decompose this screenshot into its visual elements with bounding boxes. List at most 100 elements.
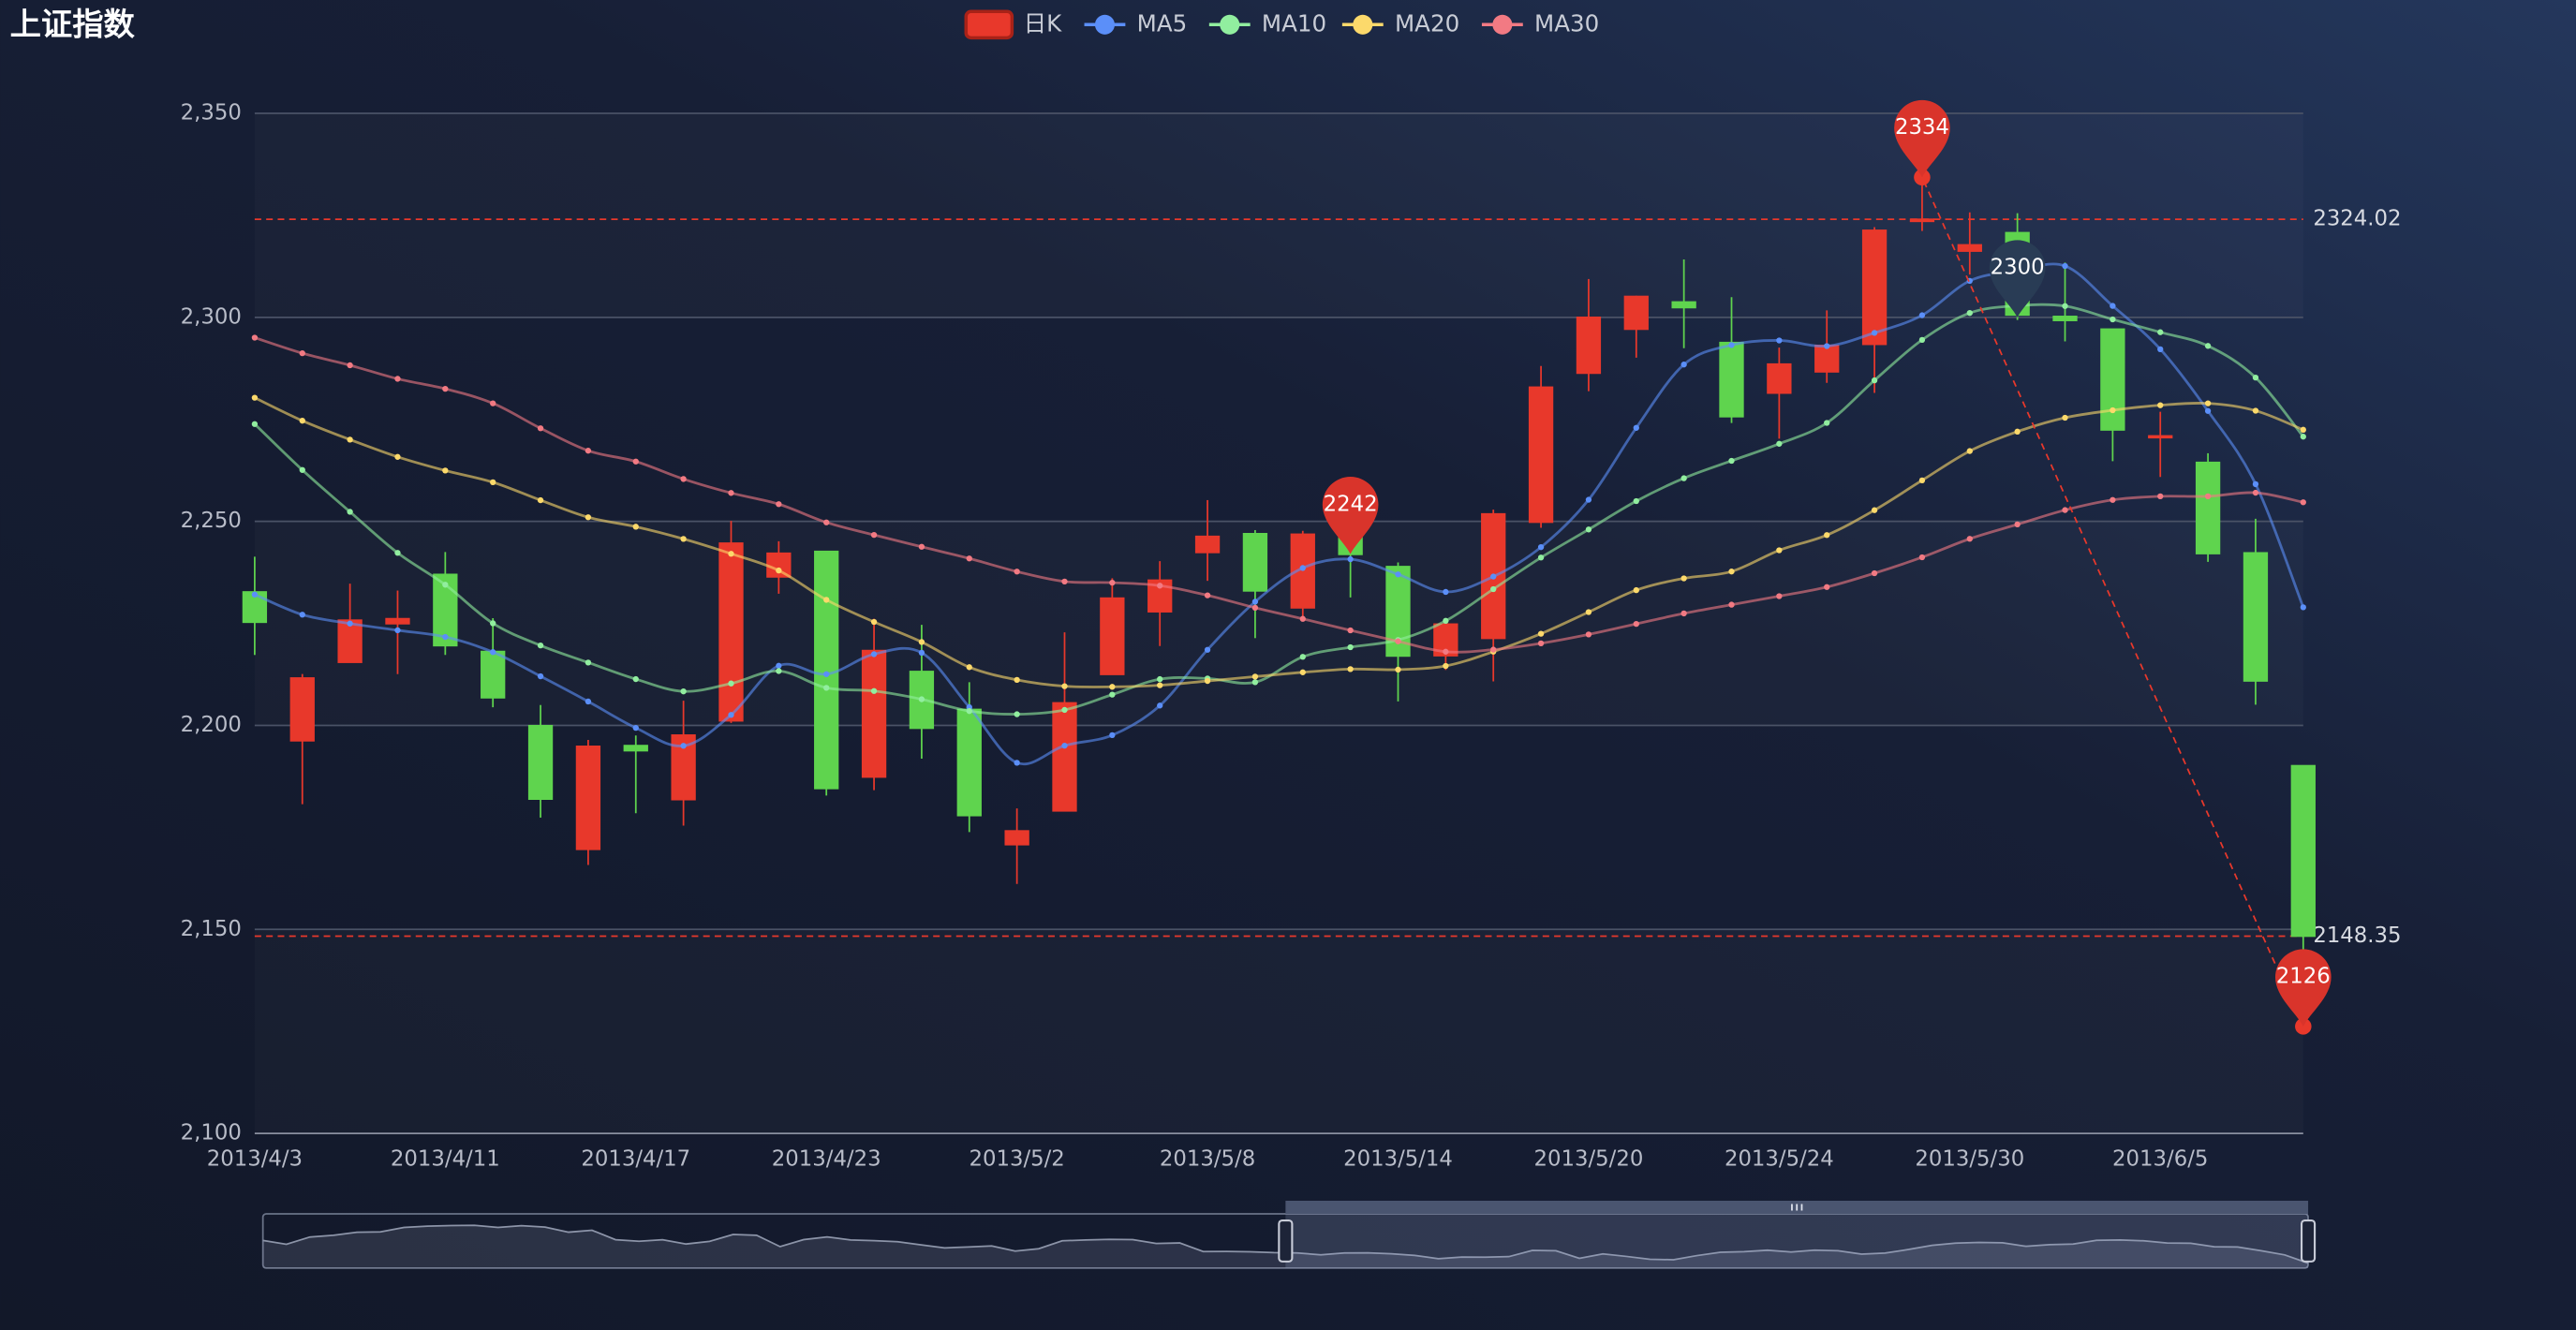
- legend-label: MA10: [1262, 9, 1326, 37]
- ma-point: [1109, 732, 1116, 739]
- ma-point: [585, 514, 592, 521]
- ma-point: [1299, 615, 1306, 622]
- ma-point: [1251, 598, 1259, 605]
- candle-body: [623, 745, 648, 752]
- ma-point: [2300, 499, 2306, 506]
- legend-item[interactable]: 日K: [964, 9, 1062, 40]
- y-tick-label: 2,150: [181, 917, 242, 941]
- zoom-area: [262, 1225, 2309, 1268]
- mark-point-label: 2334: [1895, 115, 1949, 140]
- legend-label: MA20: [1395, 9, 1459, 37]
- ma-point: [776, 662, 782, 669]
- ma-point: [1299, 669, 1306, 675]
- ma-point: [1680, 610, 1687, 617]
- x-tick-label: 2013/4/11: [391, 1147, 500, 1172]
- ma-point: [680, 688, 687, 695]
- ma-point: [1871, 569, 1878, 577]
- legend-item[interactable]: MA10: [1208, 9, 1326, 37]
- ma-point: [1347, 627, 1354, 634]
- candle-body: [385, 617, 410, 625]
- ma-point: [2300, 604, 2306, 611]
- split-area: [255, 522, 2303, 726]
- ma-point: [1776, 593, 1783, 599]
- ma-point: [1537, 544, 1545, 551]
- ma-point: [1061, 742, 1068, 749]
- ma-point: [347, 362, 353, 369]
- ma-point: [823, 597, 830, 603]
- ma-point: [1157, 675, 1163, 683]
- ma-point: [2204, 493, 2212, 500]
- ma-point: [1824, 532, 1830, 539]
- y-tick-label: 2,350: [181, 101, 242, 126]
- candle-body: [575, 746, 601, 850]
- ma-point: [1633, 620, 1639, 628]
- legend-label: MA30: [1534, 9, 1599, 37]
- ma-point: [632, 675, 639, 683]
- ma-point: [1824, 420, 1830, 426]
- ma-point: [1157, 583, 1163, 589]
- ma-point: [1680, 575, 1687, 582]
- ma-point: [537, 642, 544, 649]
- ma-point: [1871, 507, 1878, 513]
- candle-body: [1909, 218, 1935, 223]
- legend-item[interactable]: MA5: [1084, 9, 1188, 37]
- candle-body: [1671, 301, 1696, 309]
- ma-point: [1871, 330, 1878, 336]
- ma-point: [585, 659, 592, 666]
- candle-body: [1194, 535, 1221, 554]
- ma-point: [442, 467, 449, 474]
- mark-line-label: 2148.35: [2313, 924, 2401, 948]
- ma-point: [1443, 588, 1449, 596]
- legend-item[interactable]: MA20: [1341, 9, 1459, 37]
- ma-point: [1061, 683, 1068, 689]
- legend-icon: [1220, 14, 1240, 35]
- legend-item[interactable]: MA30: [1481, 9, 1599, 37]
- ma-point: [776, 501, 782, 508]
- ma-point: [299, 612, 305, 618]
- ma-point: [2252, 480, 2259, 488]
- ma-point: [680, 743, 687, 749]
- ma-point: [1157, 702, 1163, 709]
- ma-point: [1014, 569, 1020, 575]
- candle-body: [1719, 341, 1744, 418]
- ma-point: [1490, 646, 1497, 653]
- ma-point: [347, 509, 353, 515]
- ma-point: [728, 490, 734, 496]
- ma-point: [2252, 374, 2259, 381]
- ma-point: [918, 543, 925, 550]
- ma-point: [2300, 426, 2306, 433]
- ma-point: [2062, 414, 2068, 421]
- ma-point: [1537, 630, 1545, 637]
- x-tick-label: 2013/5/14: [1343, 1147, 1453, 1172]
- ma-point: [680, 536, 687, 542]
- candle-body: [2100, 328, 2125, 431]
- ma-point: [1966, 310, 1973, 317]
- candle-body: [1957, 244, 1982, 252]
- ma-point: [490, 620, 496, 627]
- ma-point: [632, 524, 639, 530]
- ma-point: [2157, 329, 2164, 335]
- ma-point: [1918, 554, 1926, 561]
- zoom-handle[interactable]: [1278, 1219, 1294, 1263]
- ma-point: [1633, 586, 1639, 594]
- zoom-handle[interactable]: [2301, 1219, 2317, 1263]
- ma-point: [1443, 662, 1449, 670]
- candle-body: [1528, 386, 1554, 524]
- ma-line: [254, 396, 2304, 688]
- mark-point: [1894, 99, 1950, 178]
- ma-point: [251, 334, 259, 341]
- ma-point: [2252, 407, 2259, 414]
- candle-body: [1242, 533, 1268, 592]
- ma-point: [442, 633, 449, 641]
- mark-point-label: 2242: [1324, 492, 1378, 516]
- ma-point: [1728, 457, 1735, 465]
- ma-point: [299, 466, 305, 473]
- ma-point: [1204, 592, 1211, 598]
- ma-point: [870, 651, 878, 658]
- ma-point: [394, 453, 401, 460]
- ma-point: [966, 708, 972, 715]
- ma-point: [1347, 666, 1354, 672]
- ma-point: [347, 436, 353, 443]
- ma-point: [2252, 489, 2259, 496]
